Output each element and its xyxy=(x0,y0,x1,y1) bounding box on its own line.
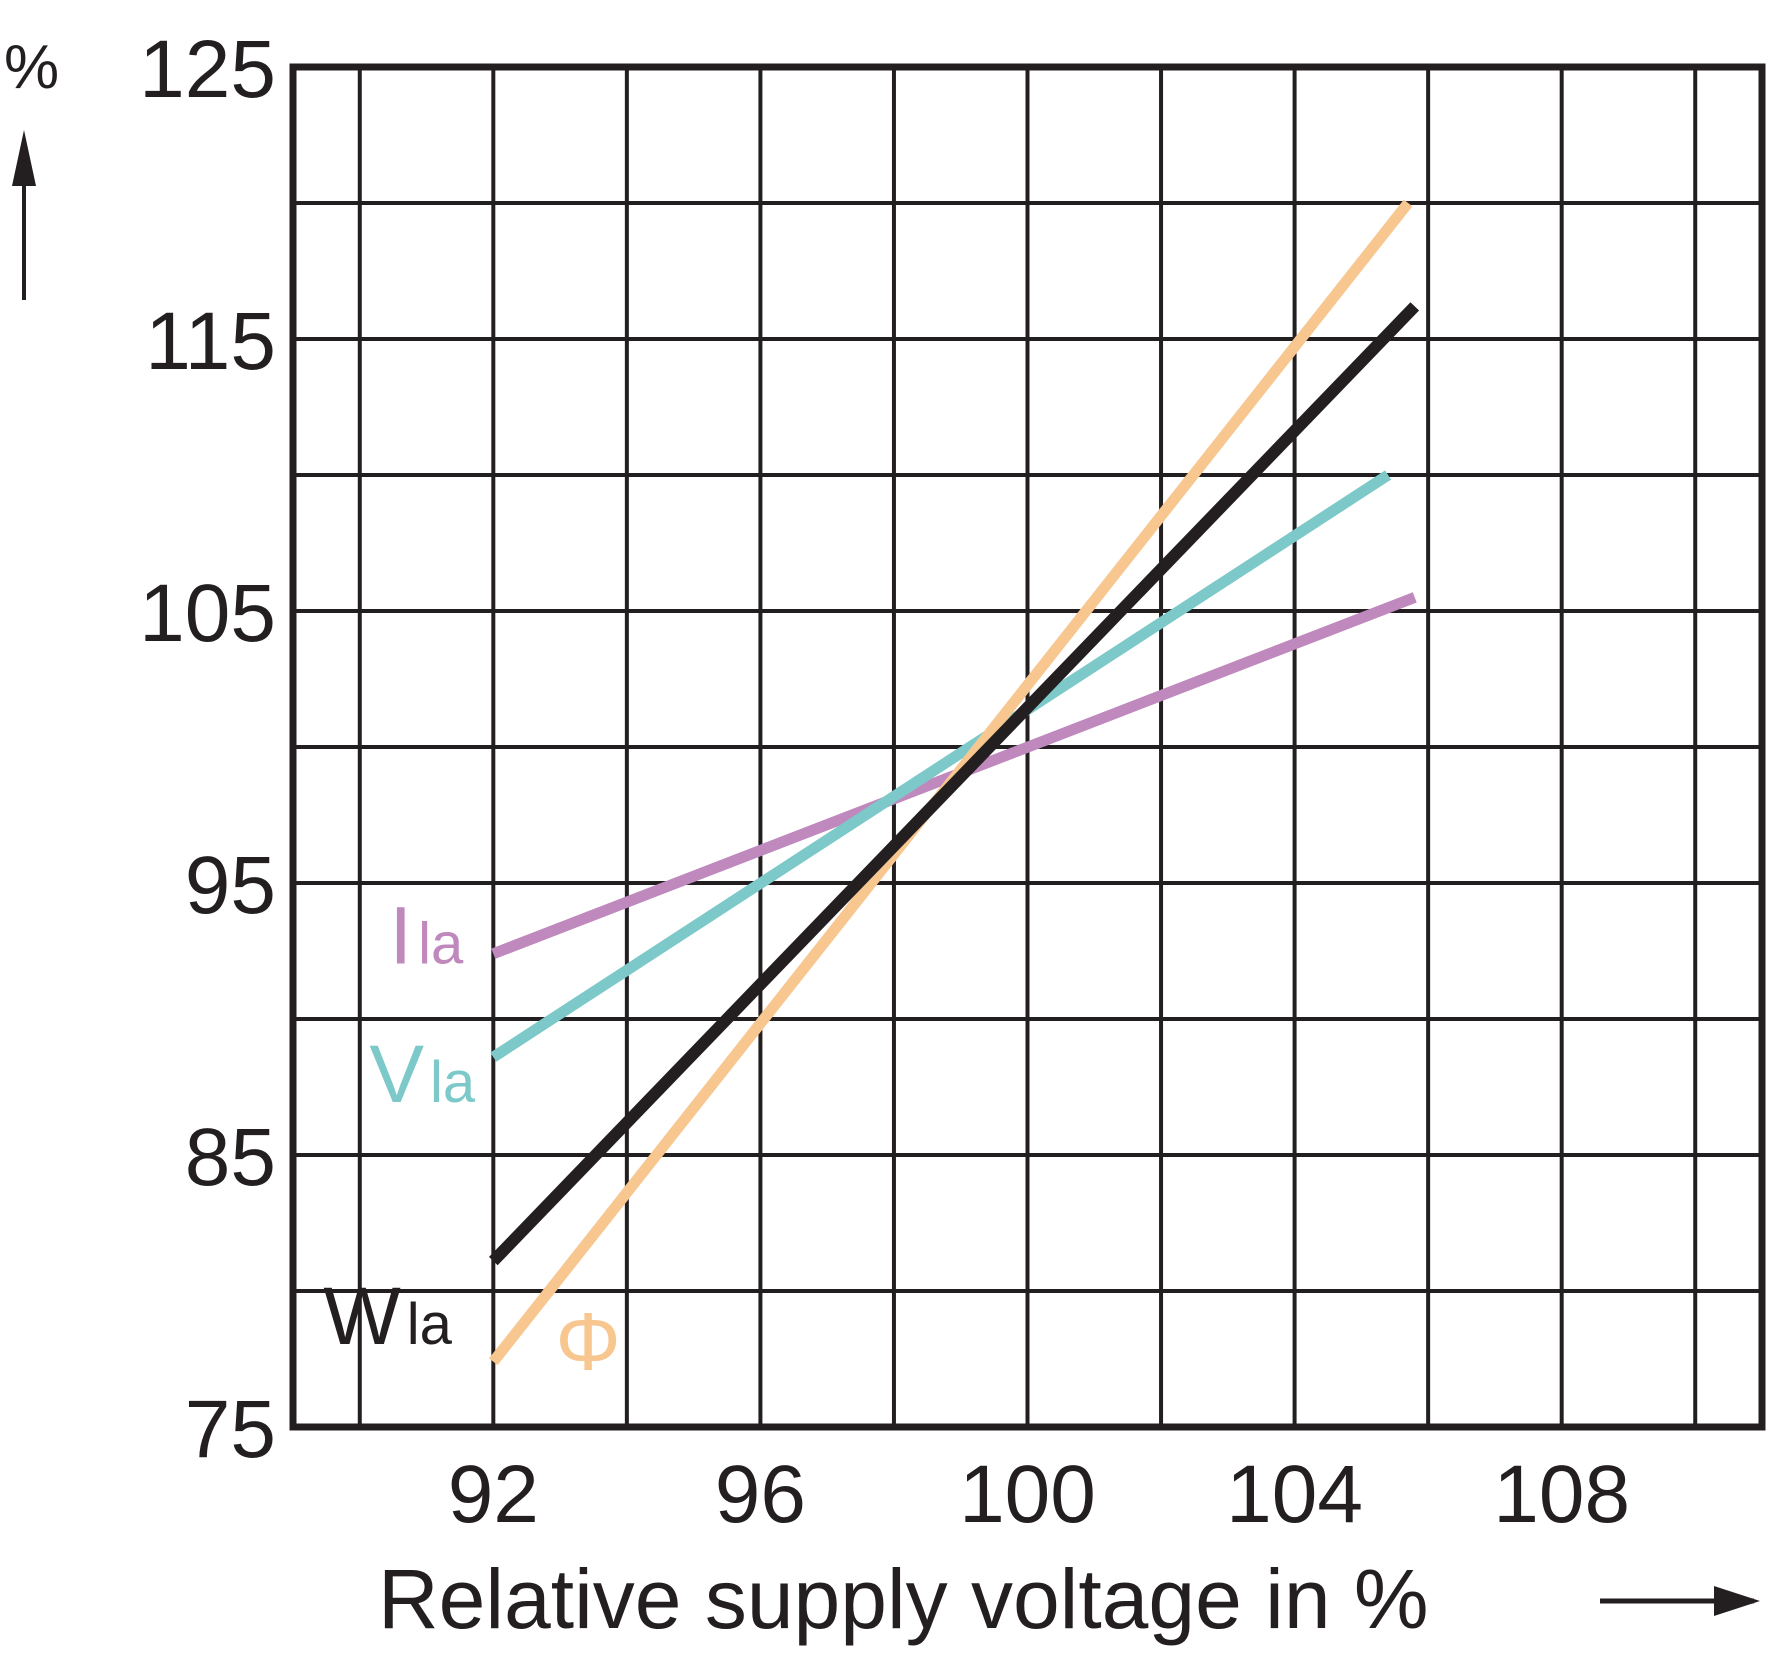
y-tick-label: 75 xyxy=(185,1384,276,1475)
grid xyxy=(293,67,1762,1427)
series-line-W xyxy=(489,302,1420,1266)
x-tick-label: 100 xyxy=(959,1449,1096,1540)
x-tick-label: 104 xyxy=(1226,1449,1363,1540)
y-tick-label: 95 xyxy=(185,840,276,931)
series-label-main: I xyxy=(389,891,412,982)
x-axis-arrow-head xyxy=(1714,1586,1760,1616)
series-label-main: W xyxy=(323,1271,401,1362)
y-tick-label: 105 xyxy=(139,568,276,659)
x-tick-label: 108 xyxy=(1493,1449,1630,1540)
y-axis-arrow-head xyxy=(12,130,36,186)
series-label-sub: la xyxy=(418,912,464,977)
y-axis-label: % xyxy=(4,33,59,102)
series-label-main: Φ xyxy=(555,1297,620,1388)
x-tick-labels: 92 96 100 104 108 xyxy=(448,1449,1630,1540)
series-label-Φ: Φ xyxy=(555,1297,620,1388)
x-tick-label: 92 xyxy=(448,1449,539,1540)
plot-frame xyxy=(289,63,1766,1431)
x-tick-label: 96 xyxy=(715,1449,806,1540)
series-label-sub: la xyxy=(430,1050,476,1115)
series-label-main: V xyxy=(369,1029,424,1120)
series-label-sub: la xyxy=(407,1292,453,1357)
y-tick-labels: 125 115 105 95 85 75 xyxy=(139,24,276,1475)
y-tick-label: 125 xyxy=(139,24,276,115)
series-line-V xyxy=(490,470,1392,1062)
series-lines xyxy=(489,199,1420,1366)
y-tick-label: 115 xyxy=(145,296,276,387)
y-tick-label: 85 xyxy=(185,1112,276,1203)
x-axis-label: Relative supply voltage in % xyxy=(378,1552,1429,1646)
